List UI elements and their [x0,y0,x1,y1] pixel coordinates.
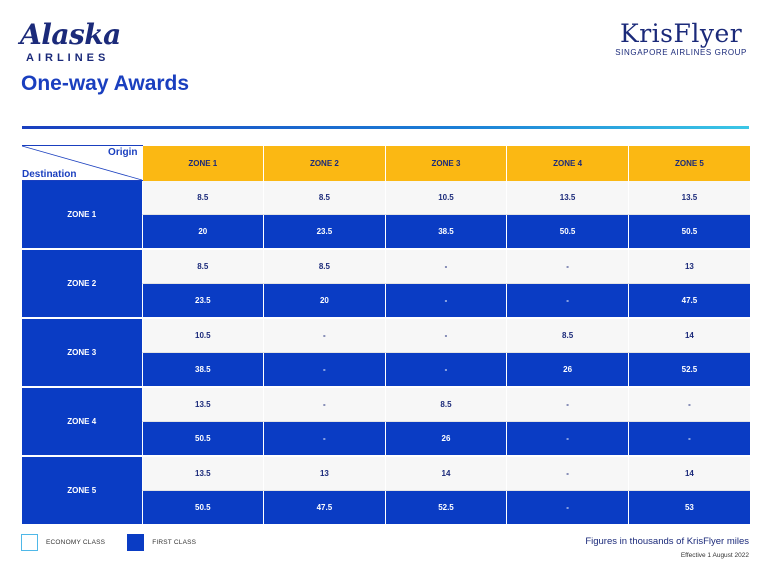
economy-cell: - [627,386,750,422]
first-cell: 20 [141,214,264,250]
economy-row: ZONE 4 13.5-8.5- - [22,386,750,457]
economy-cell: 10.5 [384,180,507,215]
first-cell: - [506,490,629,526]
origin-zone-header: ZONE 1 [141,145,264,181]
first-row: 50.5-26- - [22,421,750,457]
page-title: One-way Awards [21,72,190,95]
economy-cell: 8.5 [384,386,507,422]
economy-cell: 8.5 [141,180,264,215]
origin-zone-header: ZONE 2 [263,145,386,181]
award-table: Origin Destination ZONE 1 ZONE 2 ZONE 3 … [22,145,750,526]
corner-diagonal [22,146,142,180]
destination-zone-header: ZONE 3 [22,317,142,388]
first-cell: 20 [263,283,386,319]
first-row: 20 23.5 38.5 50.5 50.5 [22,214,750,250]
alaska-subline: AIRLINES [26,52,110,64]
title-divider [22,126,749,129]
origin-zone-header: ZONE 5 [627,145,750,181]
economy-cell: 14 [627,455,750,491]
table-corner: Origin Destination [22,145,142,181]
first-cell: 53 [627,490,750,526]
origin-zone-header: ZONE 3 [384,145,507,181]
destination-zone-header: ZONE 5 [22,455,142,526]
first-cell: 23.5 [141,283,264,319]
first-row: 50.5 47.5 52.5-53 [22,490,750,526]
economy-cell: 8.5 [263,180,386,215]
economy-legend-label: ECONOMY CLASS [46,539,106,546]
first-cell: 23.5 [263,214,386,250]
economy-cell: 13.5 [506,180,629,215]
economy-swatch [21,534,38,551]
legend: ECONOMY CLASS FIRST CLASS [21,534,218,551]
first-cell: 47.5 [627,283,750,319]
economy-row: ZONE 1 8.5 8.5 10.5 13.5 13.5 [22,180,750,250]
first-cell: 47.5 [263,490,386,526]
first-cell: - [506,283,629,319]
first-cell: 38.5 [141,352,264,388]
alaska-wordmark: Alaska [20,18,121,51]
economy-cell: 13.5 [627,180,750,215]
effective-date: Effective 1 August 2022 [680,552,749,559]
economy-cell: 8.5 [141,248,264,284]
award-table-body: ZONE 1 8.5 8.5 10.5 13.5 13.5 20 23.5 38.5 50.5 50… [22,180,750,526]
first-cell: 52.5 [627,352,750,388]
economy-cell: - [384,248,507,284]
first-cell: 50.5 [506,214,629,250]
first-cell: - [263,421,386,457]
economy-cell: 8.5 [263,248,386,284]
krisflyer-logo: KrisFlyer SINGAPORE AIRLINES GROUP [615,19,747,58]
economy-cell: 14 [384,455,507,491]
header-row: Origin Destination ZONE 1 ZONE 2 ZONE 3 … [22,145,750,181]
first-cell: 26 [384,421,507,457]
first-row: 38.5- -26 52.5 [22,352,750,388]
origin-zone-header: ZONE 4 [506,145,629,181]
economy-cell: 13 [627,248,750,284]
destination-zone-header: ZONE 2 [22,248,142,319]
first-cell: 50.5 [141,421,264,457]
economy-cell: 13.5 [141,386,264,422]
destination-zone-header: ZONE 1 [22,180,142,250]
economy-cell: 13.5 [141,455,264,491]
economy-row: ZONE 2 8.5 8.5- -13 [22,248,750,319]
first-cell: 50.5 [141,490,264,526]
alaska-airlines-logo: Alaska AIRLINES [20,18,121,65]
first-row: 23.5 20- -47.5 [22,283,750,319]
origin-label: Origin [108,147,138,158]
krisflyer-wordmark: KrisFlyer [620,19,743,48]
footnote: Figures in thousands of KrisFlyer miles [585,536,749,547]
destination-label: Destination [22,169,77,180]
economy-row: ZONE 3 10.5- -8.5 14 [22,317,750,388]
economy-cell: 8.5 [506,317,629,353]
first-cell: - [627,421,750,457]
first-cell: - [263,352,386,388]
first-cell: - [506,421,629,457]
destination-zone-header: ZONE 4 [22,386,142,457]
first-legend-label: FIRST CLASS [152,539,197,546]
first-swatch [127,534,145,551]
krisflyer-subline: SINGAPORE AIRLINES GROUP [615,48,747,57]
economy-cell: 13 [263,455,386,491]
economy-cell: - [506,455,629,491]
economy-cell: - [263,317,386,353]
first-cell: - [384,352,507,388]
economy-cell: 14 [627,317,750,353]
first-cell: 50.5 [627,214,750,250]
economy-row: ZONE 5 13.5 13 14-14 [22,455,750,526]
first-cell: 26 [506,352,629,388]
first-cell: - [384,283,507,319]
economy-cell: - [263,386,386,422]
economy-cell: - [384,317,507,353]
first-cell: 52.5 [384,490,507,526]
economy-cell: 10.5 [141,317,264,353]
economy-cell: - [506,386,629,422]
economy-cell: - [506,248,629,284]
first-cell: 38.5 [384,214,507,250]
